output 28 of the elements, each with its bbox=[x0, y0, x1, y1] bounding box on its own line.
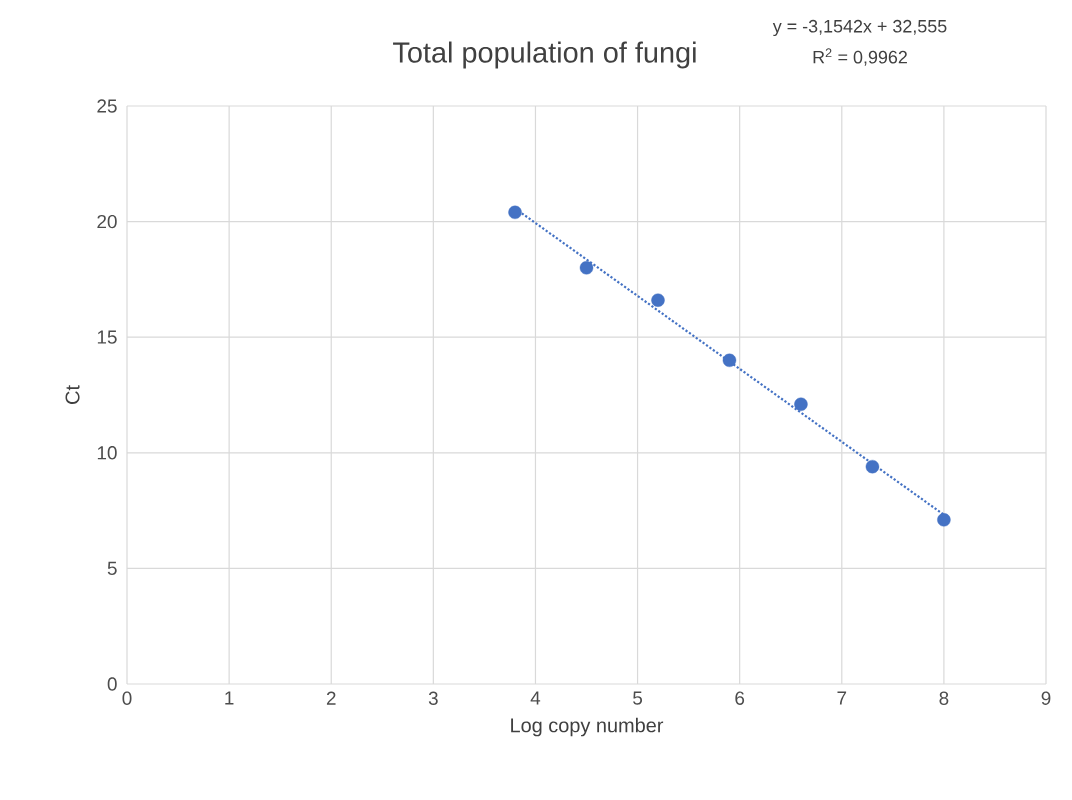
x-tick-label: 7 bbox=[837, 691, 847, 705]
text: y = -3,1542x + 32,555 bbox=[772, 19, 947, 37]
point bbox=[865, 459, 880, 474]
y-tick-label: 25 bbox=[97, 99, 117, 113]
point bbox=[651, 293, 665, 307]
y-tick-label: 20 bbox=[97, 214, 117, 229]
x-tick-label: 4 bbox=[530, 691, 541, 705]
x-tick-label: 3 bbox=[428, 691, 438, 705]
point bbox=[722, 353, 737, 367]
x-tick-label: 5 bbox=[633, 691, 643, 705]
y-tick-label: 5 bbox=[107, 561, 117, 575]
point bbox=[508, 205, 522, 220]
x-tick-label: 9 bbox=[1041, 691, 1051, 705]
point bbox=[794, 397, 808, 411]
point bbox=[579, 261, 594, 275]
y-tick-label: 0 bbox=[107, 677, 117, 691]
x-axis-title: Log copy number bbox=[511, 717, 664, 737]
x-tick-label: 8 bbox=[939, 691, 949, 705]
x-tick-label: 0 bbox=[122, 691, 132, 705]
chart-title: Total population of fungi bbox=[393, 41, 696, 69]
text: R$^{2}$ = 0,9962 bbox=[813, 48, 907, 66]
x-tick-label: 2 bbox=[326, 691, 336, 705]
y-axis-title: Ct bbox=[65, 385, 80, 404]
y-tick-label: 10 bbox=[97, 446, 117, 460]
point bbox=[937, 513, 951, 527]
y-tick-label: 15 bbox=[97, 330, 117, 344]
x-tick-label: 1 bbox=[225, 691, 234, 705]
x-tick-label: 6 bbox=[735, 691, 745, 705]
